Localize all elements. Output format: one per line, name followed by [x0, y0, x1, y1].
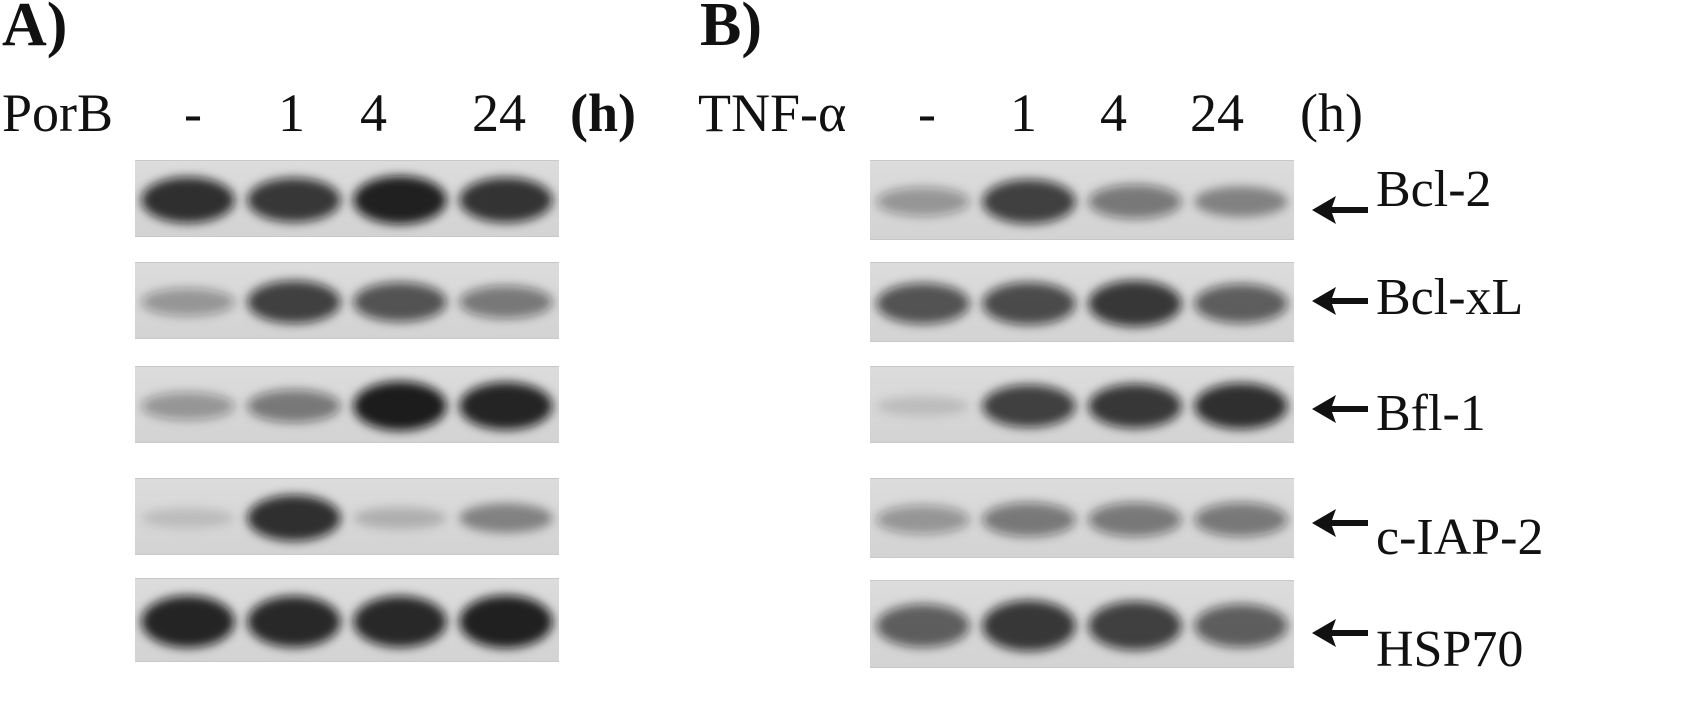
protein-band	[876, 604, 970, 648]
panel-b-blot-strip	[870, 478, 1294, 558]
panel-b-lane-label: 24	[1190, 83, 1244, 143]
protein-band	[982, 502, 1076, 537]
panel-b-blot-strip	[870, 580, 1294, 668]
panel-b-lane-label: 1	[1010, 83, 1037, 143]
protein-label-hsp70: HSP70	[1376, 621, 1524, 678]
panel-a-lane-label: 4	[360, 83, 387, 143]
panel-a-blot-strip	[135, 578, 559, 662]
protein-band	[1088, 280, 1182, 327]
arrow-left-icon	[1312, 509, 1368, 537]
panel-a-lane-label: 24	[472, 83, 526, 143]
protein-band	[1088, 184, 1182, 219]
protein-band	[876, 283, 970, 325]
panel-b-blot-strip	[870, 366, 1294, 443]
panel-a-lane-label: 1	[278, 83, 305, 143]
protein-band	[353, 175, 447, 225]
panel-a-blot-strip	[135, 160, 559, 237]
protein-band	[982, 600, 1076, 652]
protein-band	[459, 503, 553, 533]
panel-a-treatment-label: PorB	[2, 83, 114, 143]
protein-band	[1194, 382, 1288, 430]
panel-b-treatment-label: TNF-α	[698, 83, 847, 143]
arrow-left-icon	[1312, 619, 1368, 647]
protein-band	[1194, 502, 1288, 537]
protein-band	[459, 382, 553, 430]
protein-band	[247, 494, 341, 542]
protein-band	[982, 384, 1076, 428]
protein-band	[459, 285, 553, 319]
panel-b-unit-label: (h)	[1300, 83, 1363, 143]
protein-band	[247, 280, 341, 324]
arrow-left-icon	[1312, 196, 1368, 224]
protein-band	[982, 282, 1076, 325]
protein-band	[247, 389, 341, 423]
protein-label-bcl-xl: Bcl-xL	[1376, 269, 1524, 326]
protein-band	[353, 595, 447, 648]
protein-band	[876, 505, 970, 535]
protein-band	[1088, 601, 1182, 651]
panel-a-unit-label: (h)	[570, 83, 636, 143]
protein-band	[247, 177, 341, 223]
arrow-left-icon	[1312, 287, 1368, 315]
protein-band	[1194, 283, 1288, 324]
panel-a-blot-strip	[135, 478, 559, 555]
panel-b-lane-label: 4	[1100, 83, 1127, 143]
protein-band	[141, 288, 235, 316]
protein-label-bfl-1: Bfl-1	[1376, 385, 1486, 442]
panel-b-lane-label: -	[918, 83, 936, 143]
protein-band	[141, 392, 235, 420]
protein-band	[982, 179, 1076, 224]
protein-band	[353, 282, 447, 322]
panel-a-blot-strip	[135, 262, 559, 339]
panel-a-letter: A)	[2, 0, 68, 59]
protein-band	[1088, 502, 1182, 537]
panel-b-letter: B)	[700, 0, 762, 59]
protein-label-bcl-2: Bcl-2	[1376, 161, 1492, 218]
protein-band	[459, 595, 553, 649]
protein-band	[353, 507, 447, 529]
panel-a-blot-strip	[135, 366, 559, 443]
protein-band	[1194, 186, 1288, 217]
protein-band	[1088, 383, 1182, 429]
protein-band	[876, 187, 970, 217]
panel-a-lane-label: -	[184, 83, 202, 143]
panel-b-blot-strip	[870, 262, 1294, 342]
protein-band	[1194, 604, 1288, 648]
arrow-left-icon	[1312, 395, 1368, 423]
panel-b-blot-strip	[870, 160, 1294, 240]
protein-band	[353, 381, 447, 431]
protein-band	[247, 595, 341, 648]
protein-band	[141, 508, 235, 528]
protein-band	[459, 177, 553, 223]
protein-band	[141, 176, 235, 224]
protein-band	[876, 396, 970, 416]
protein-band	[141, 595, 235, 648]
protein-label-c-iap-2: c-IAP-2	[1376, 509, 1544, 566]
